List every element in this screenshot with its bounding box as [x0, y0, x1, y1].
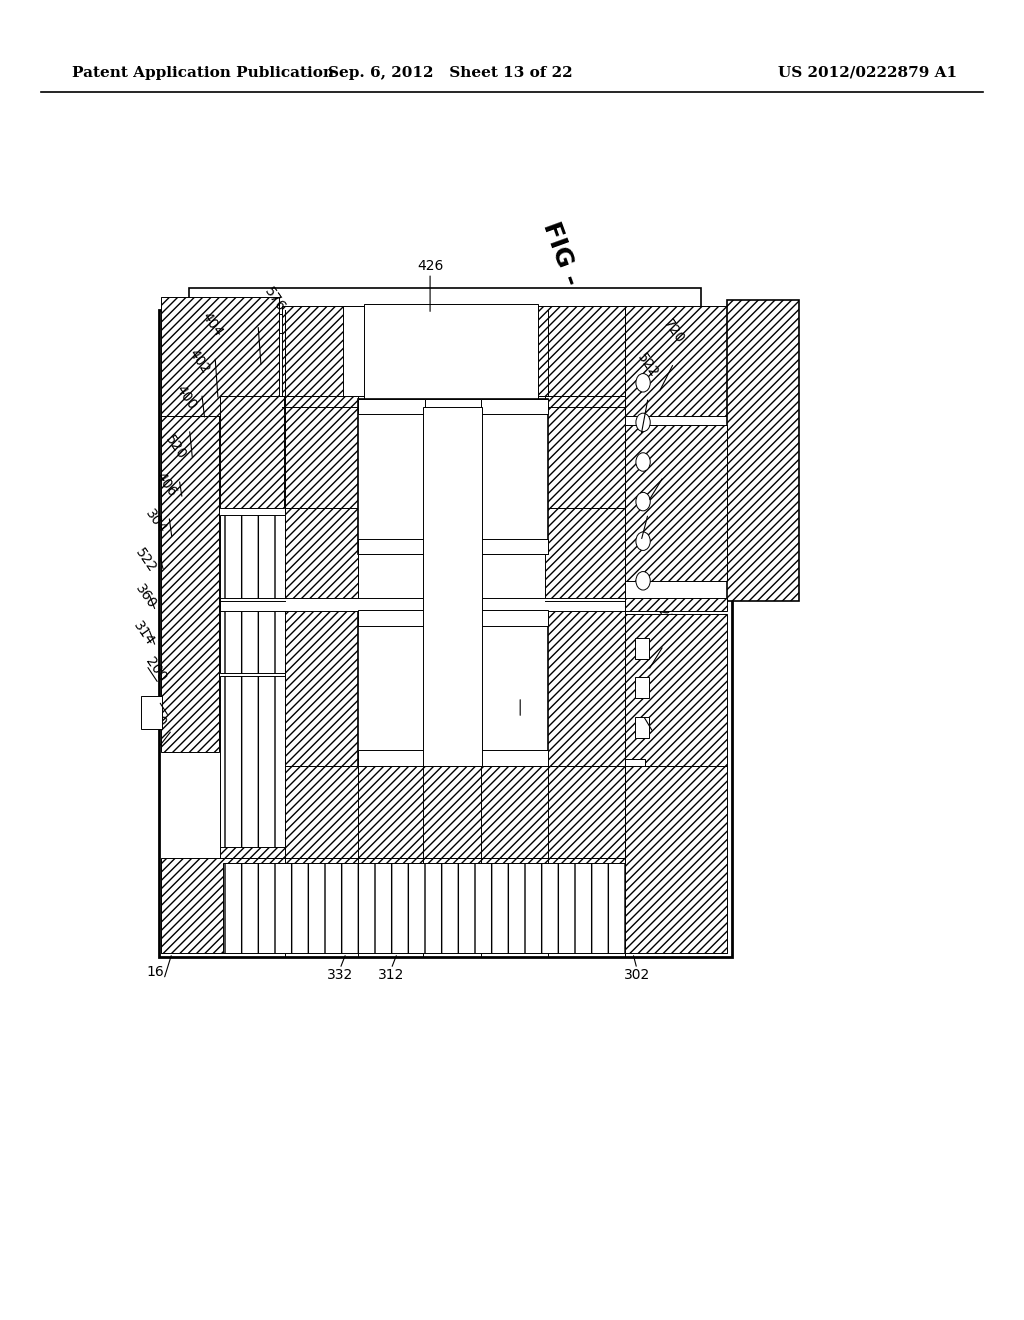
Text: 360: 360	[132, 582, 159, 611]
Bar	[358, 399, 548, 414]
Bar	[358, 610, 548, 626]
Bar	[425, 610, 481, 766]
Text: 332: 332	[327, 968, 353, 982]
Bar	[625, 425, 727, 581]
Bar	[223, 863, 625, 953]
Text: 304: 304	[142, 507, 169, 536]
Text: Patent Application Publication: Patent Application Publication	[72, 66, 334, 79]
Circle shape	[636, 492, 650, 511]
Bar	[161, 858, 727, 953]
Text: US 2012/0222879 A1: US 2012/0222879 A1	[778, 66, 957, 79]
Bar	[285, 508, 358, 607]
Bar	[285, 396, 358, 508]
Text: 402: 402	[185, 347, 212, 376]
Bar	[625, 598, 727, 611]
Bar	[358, 610, 548, 766]
Bar	[159, 310, 732, 957]
Bar	[625, 614, 727, 766]
Text: 314: 314	[130, 619, 157, 648]
Bar	[625, 766, 727, 953]
Bar	[423, 407, 482, 766]
Bar	[545, 396, 625, 508]
Text: 576: 576	[261, 285, 288, 314]
Bar	[358, 399, 548, 554]
Bar	[625, 306, 727, 416]
Text: FIG - 13: FIG - 13	[539, 219, 598, 330]
Bar	[625, 759, 645, 766]
Bar	[220, 515, 285, 673]
Bar	[425, 399, 481, 554]
Circle shape	[636, 532, 650, 550]
Bar	[635, 638, 649, 659]
Bar	[220, 396, 284, 508]
Bar	[545, 508, 625, 607]
Bar	[545, 610, 625, 766]
Text: 310: 310	[142, 701, 169, 730]
Bar	[358, 750, 548, 766]
Text: 522: 522	[635, 351, 662, 380]
Text: Sep. 6, 2012   Sheet 13 of 22: Sep. 6, 2012 Sheet 13 of 22	[329, 66, 572, 79]
Text: 224: 224	[635, 467, 662, 496]
Text: 16: 16	[146, 965, 165, 979]
Bar	[635, 677, 649, 698]
Bar	[282, 306, 625, 396]
Text: 722: 722	[650, 599, 677, 628]
Circle shape	[636, 453, 650, 471]
Text: 312: 312	[378, 968, 404, 982]
Text: 406: 406	[153, 470, 179, 499]
Bar	[343, 306, 430, 396]
Bar	[364, 304, 538, 401]
Text: 724: 724	[640, 686, 667, 715]
Bar	[727, 300, 799, 601]
Text: 522: 522	[132, 546, 159, 576]
Bar	[220, 676, 285, 847]
Circle shape	[636, 374, 650, 392]
Text: 306: 306	[650, 430, 677, 459]
Circle shape	[636, 413, 650, 432]
Bar	[189, 288, 701, 317]
Bar	[220, 766, 625, 858]
Circle shape	[636, 572, 650, 590]
Bar	[161, 416, 219, 752]
Bar	[161, 861, 220, 953]
Text: 404: 404	[199, 310, 225, 339]
Text: 720: 720	[660, 317, 687, 346]
Text: 200: 200	[142, 655, 169, 684]
Bar	[430, 306, 517, 396]
Text: 400: 400	[173, 383, 200, 412]
Bar	[161, 297, 279, 416]
Text: 302: 302	[624, 968, 650, 982]
Text: 572: 572	[507, 704, 534, 718]
Text: 426: 426	[417, 259, 443, 273]
Bar	[285, 610, 358, 766]
Bar	[635, 717, 649, 738]
Bar	[220, 598, 625, 611]
Bar	[215, 314, 676, 333]
Text: 520: 520	[163, 433, 189, 462]
Bar	[358, 539, 548, 554]
Bar	[141, 696, 162, 729]
Bar	[623, 396, 625, 508]
